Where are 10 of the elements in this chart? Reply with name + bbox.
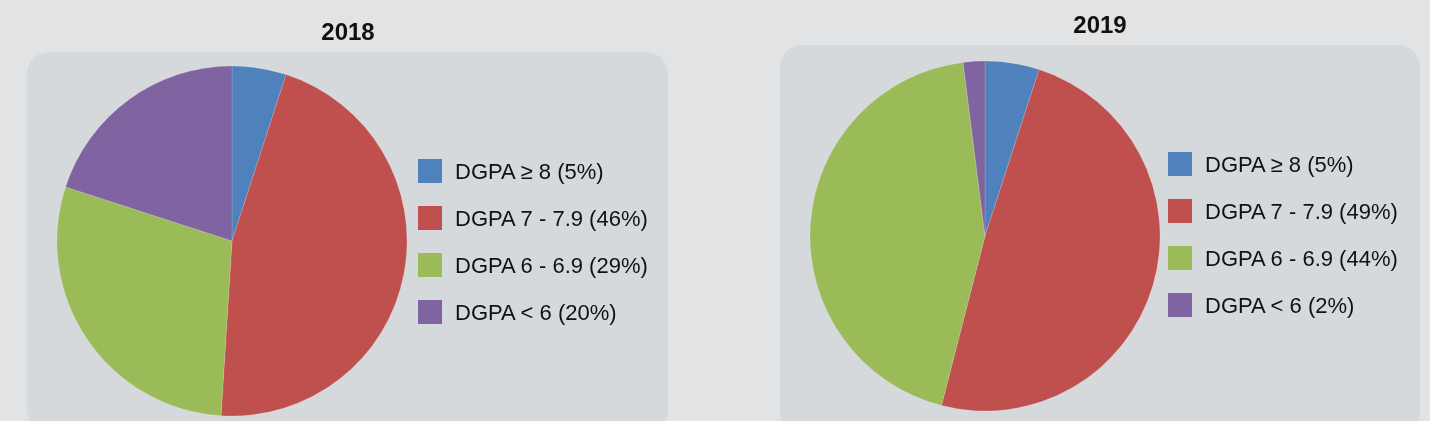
chart-title: 2018 xyxy=(321,18,375,45)
legend-label: DGPA 7 - 7.9 (49%) xyxy=(1205,199,1398,224)
legend-label: DGPA ≥ 8 (5%) xyxy=(1205,152,1354,177)
legend-label: DGPA 6 - 6.9 (29%) xyxy=(455,253,648,278)
legend-label: DGPA ≥ 8 (5%) xyxy=(455,159,604,184)
legend-label: DGPA 7 - 7.9 (46%) xyxy=(455,206,648,231)
legend-label: DGPA < 6 (20%) xyxy=(455,300,617,325)
legend-label: DGPA 6 - 6.9 (44%) xyxy=(1205,246,1398,271)
chart-title: 2019 xyxy=(1073,11,1127,38)
legend-label: DGPA < 6 (2%) xyxy=(1205,293,1355,318)
